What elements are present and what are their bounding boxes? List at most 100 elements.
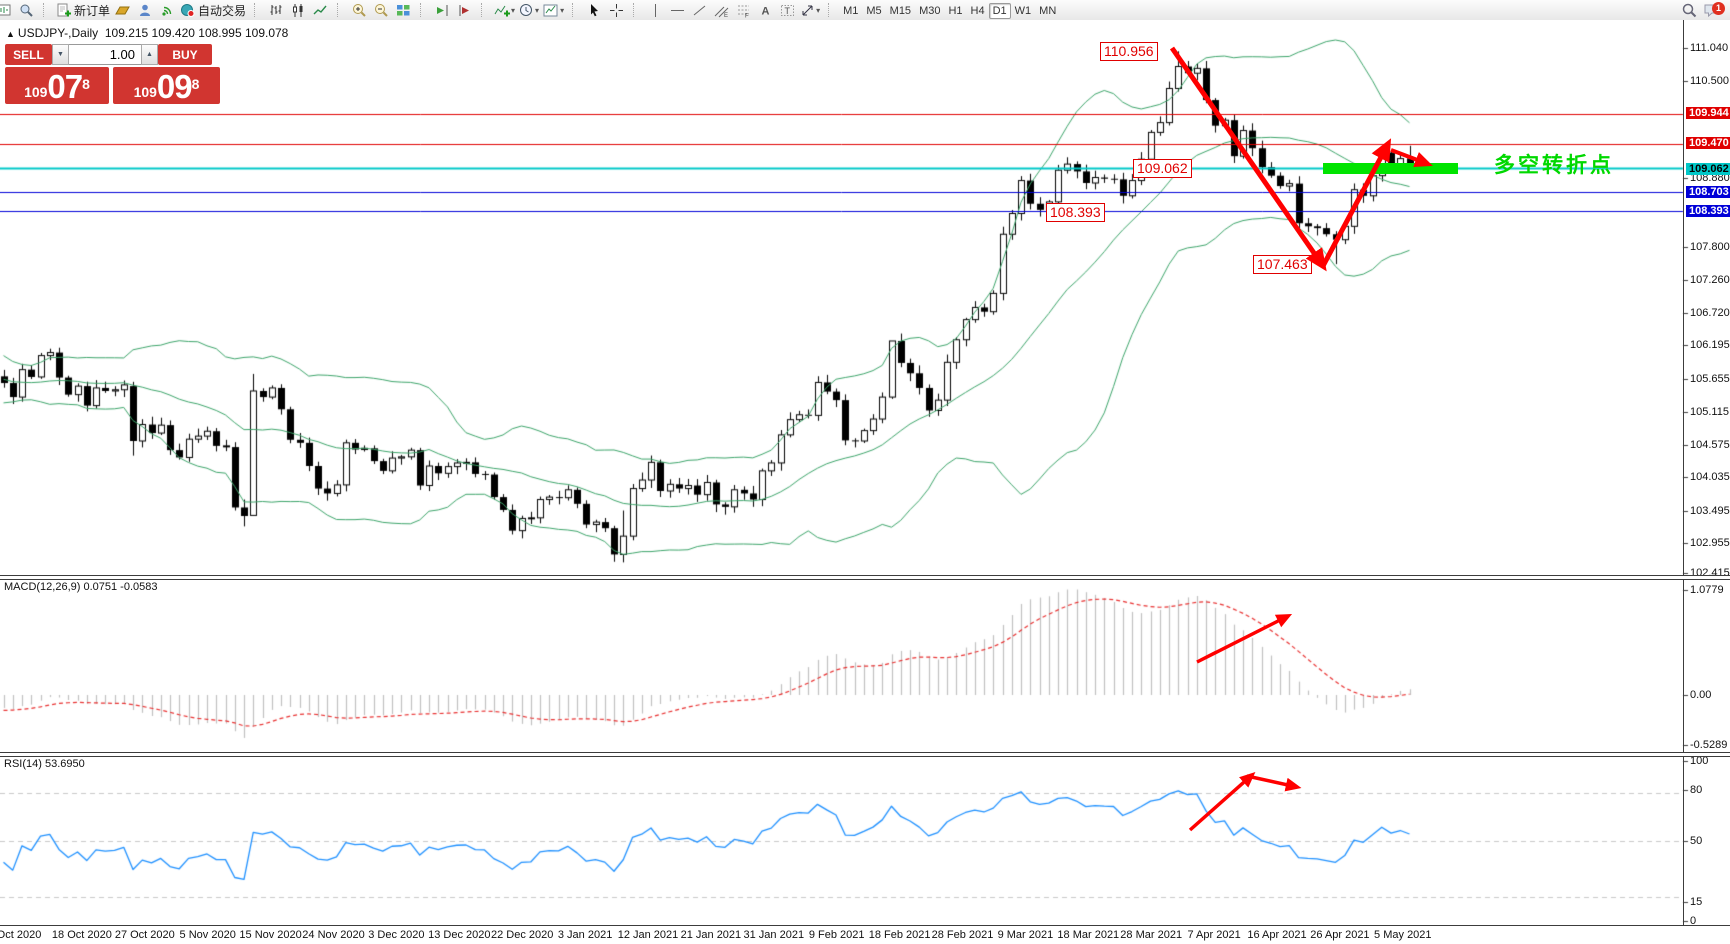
toolbar-separator	[828, 3, 835, 17]
sell-price-button[interactable]: 109 07 8	[5, 67, 109, 104]
price-annotation-support2[interactable]: 108.393	[1046, 203, 1105, 222]
timeframe-button-mn[interactable]: MN	[1039, 5, 1057, 17]
line-chart-button[interactable]	[309, 0, 331, 20]
indicators-button[interactable]: ▾	[492, 0, 517, 20]
timeframe-button-m30[interactable]: M30	[919, 5, 941, 17]
timeframe-button-h4[interactable]: H4	[970, 5, 985, 17]
volume-input[interactable]	[69, 44, 141, 65]
search-button[interactable]	[1678, 0, 1700, 20]
sell-button[interactable]: SELL	[5, 44, 52, 65]
timeframe-button-h1[interactable]: H1	[948, 5, 963, 17]
zoom-out-button[interactable]	[370, 0, 392, 20]
timeframe-button-m1[interactable]: M1	[843, 5, 859, 17]
price-annotation-high[interactable]: 110.956	[1100, 42, 1158, 61]
channel-button[interactable]: E	[710, 0, 732, 20]
zoom-out-icon	[374, 3, 389, 18]
horizontal-line-button[interactable]	[666, 0, 688, 20]
indicators-icon	[494, 3, 511, 18]
main-toolbar: 新订单 自动交易 ▾ ▾ ▾ E F A T ▾	[0, 0, 1730, 21]
date-tick: 18 Oct 2020	[51, 929, 112, 941]
price-tick: 107.800	[1690, 241, 1730, 253]
text-label-button[interactable]: T	[776, 0, 798, 20]
rsi-tick: 15	[1690, 896, 1703, 908]
time-axis[interactable]: Oct 2020 18 Oct 2020 27 Oct 2020 5 Nov 2020…	[0, 925, 1730, 944]
periods-button[interactable]: ▾	[517, 0, 541, 20]
community-button[interactable]	[134, 0, 156, 20]
arrows-icon	[800, 3, 815, 18]
price-chart-canvas[interactable]	[0, 20, 1730, 944]
templates-button[interactable]: ▾	[541, 0, 566, 20]
date-tick: 26 Apr 2021	[1310, 929, 1370, 941]
vertical-line-button[interactable]	[644, 0, 666, 20]
timeframe-button-m15[interactable]: M15	[889, 5, 912, 17]
chart-window-button[interactable]	[0, 0, 15, 20]
chart-window-area: ▲ USDJPY-,Daily 109.215 109.420 108.995 1…	[0, 20, 1730, 944]
date-tick: 3 Dec 2020	[368, 929, 425, 941]
bar-chart-button[interactable]	[265, 0, 287, 20]
fibonacci-button[interactable]: F	[732, 0, 754, 20]
price-tick: 103.495	[1690, 505, 1730, 517]
pivot-text[interactable]: 多空转折点	[1494, 154, 1614, 177]
date-tick: 22 Dec 2020	[490, 929, 554, 941]
price-tick: 106.720	[1690, 307, 1730, 319]
cursor-button[interactable]	[583, 0, 605, 20]
preview-button[interactable]	[15, 0, 37, 20]
zoom-in-button[interactable]	[348, 0, 370, 20]
date-tick: 3 Jan 2021	[557, 929, 613, 941]
date-tick: 9 Feb 2021	[808, 929, 865, 941]
text-label-icon: T	[780, 3, 795, 18]
date-tick: 18 Feb 2021	[868, 929, 931, 941]
symbol-name: USDJPY-,Daily	[17, 26, 99, 40]
buy-price-button[interactable]: 109 09 8	[113, 67, 220, 104]
date-tick: 27 Oct 2020	[114, 929, 175, 941]
auto-scroll-button[interactable]	[431, 0, 453, 20]
chart-shift-button[interactable]	[453, 0, 475, 20]
timeframe-button-m5[interactable]: M5	[866, 5, 882, 17]
candlestick-button[interactable]	[287, 0, 309, 20]
buy-price-big: 09	[156, 68, 193, 105]
macd-tick: 0.00	[1690, 689, 1712, 701]
date-tick: 7 Apr 2021	[1187, 929, 1241, 941]
date-tick: 5 Nov 2020	[179, 929, 236, 941]
new-order-button[interactable]: 新订单	[54, 0, 112, 20]
line-chart-icon	[313, 3, 328, 18]
crosshair-button[interactable]	[605, 0, 627, 20]
shapes-button[interactable]: ▾	[798, 0, 822, 20]
text-button[interactable]: A	[754, 0, 776, 20]
bar-chart-icon	[269, 3, 284, 18]
rsi-tick: 80	[1690, 784, 1703, 796]
symbol-marker-icon: ▲	[6, 29, 15, 39]
toolbar-separator	[337, 3, 344, 17]
dropdown-arrow-icon: ▾	[816, 5, 821, 15]
macd-pane-splitter[interactable]	[0, 575, 1730, 580]
rsi-tick: 100	[1690, 755, 1709, 767]
rsi-tick: 50	[1690, 835, 1703, 847]
rsi-pane-splitter[interactable]	[0, 752, 1730, 757]
timeframe-button-w1[interactable]: W1	[1014, 5, 1032, 17]
autotrading-button[interactable]: 自动交易	[178, 0, 248, 20]
date-tick: 16 Apr 2021	[1247, 929, 1307, 941]
volume-decrease-button[interactable]: ▼	[52, 44, 69, 65]
svg-text:F: F	[745, 13, 749, 18]
auto-scroll-icon	[435, 3, 450, 18]
pivot-zone-rectangle[interactable]	[1323, 163, 1458, 174]
macd-tick: -0.5289	[1690, 739, 1728, 751]
date-tick: 9 Mar 2021	[997, 929, 1054, 941]
price-annotation-low[interactable]: 107.463	[1253, 255, 1312, 274]
trendline-button[interactable]	[688, 0, 710, 20]
toolbar-separator	[481, 3, 488, 17]
price-tick: 105.655	[1690, 373, 1730, 385]
timeframe-button-d1[interactable]: D1	[988, 3, 1011, 19]
signals-button[interactable]	[156, 0, 178, 20]
tile-windows-button[interactable]	[392, 0, 414, 20]
symbol-title: ▲ USDJPY-,Daily 109.215 109.420 108.995 1…	[6, 26, 288, 40]
volume-increase-button[interactable]: ▲	[141, 44, 158, 65]
date-tick: 28 Feb 2021	[931, 929, 994, 941]
new-order-label: 新订单	[74, 3, 111, 18]
buy-button[interactable]: BUY	[158, 44, 212, 65]
price-annotation-mid[interactable]: 109.062	[1133, 159, 1192, 178]
notifications-button[interactable]: 1	[1700, 0, 1726, 20]
metaeditor-button[interactable]	[112, 0, 134, 20]
sell-price-pip: 8	[82, 76, 90, 92]
